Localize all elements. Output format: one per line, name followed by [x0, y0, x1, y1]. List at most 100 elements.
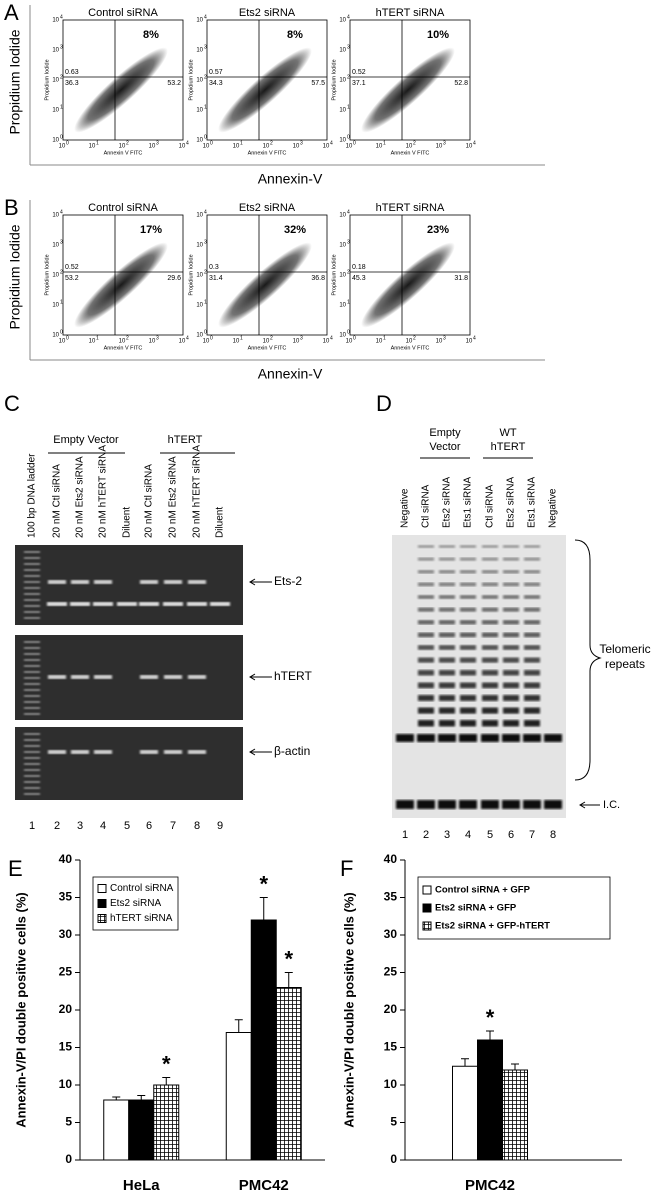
ladder-band	[24, 677, 40, 679]
ladder-band	[460, 670, 476, 676]
band-label: Ets-2	[274, 574, 302, 588]
gel-band	[48, 675, 66, 679]
gel-band	[164, 750, 182, 754]
tick-base: 10	[376, 339, 383, 345]
quadrant-value: 31.4	[209, 275, 223, 282]
event-cloud	[74, 242, 168, 328]
ladder-band	[524, 670, 540, 676]
tick-base: 10	[406, 339, 413, 345]
tick-base: 10	[149, 339, 156, 345]
lane-label: 20 nM hTERT siRNA	[98, 445, 109, 538]
group-label: hTERT	[168, 434, 203, 446]
band-label: hTERT	[274, 669, 312, 683]
event-cloud	[218, 47, 312, 133]
y-tick-label: 15	[59, 1040, 73, 1054]
x-tick-label: PMC42	[239, 1177, 289, 1194]
quadrant-percent: 10%	[427, 29, 449, 41]
ladder-band	[24, 701, 40, 703]
bracket-label: Telomeric	[599, 642, 650, 656]
plot-title: hTERT siRNA	[376, 7, 445, 19]
tick-base: 10	[466, 339, 473, 345]
ladder-band	[418, 632, 434, 638]
legend-label: hTERT siRNA	[110, 913, 173, 924]
bar	[250, 919, 277, 1161]
tick-exponent: 2	[60, 269, 63, 275]
lane-label: Ets1 siRNA	[527, 477, 538, 528]
band-label: β-actin	[274, 744, 310, 758]
bracket	[574, 539, 602, 781]
plot-title: Ets2 siRNA	[239, 7, 296, 19]
tick-exponent: 1	[240, 140, 243, 146]
tick-base: 10	[52, 243, 59, 249]
lane-number: 2	[423, 829, 429, 841]
gel-band	[140, 750, 158, 754]
ladder-band	[439, 582, 455, 587]
ic-band	[438, 800, 456, 809]
ladder-band	[524, 645, 540, 650]
ladder-band	[418, 595, 434, 599]
ladder-band	[418, 645, 434, 650]
ladder-band	[24, 581, 40, 583]
arrow	[579, 801, 600, 809]
ladder-band	[524, 557, 540, 561]
tick-exponent: 1	[347, 104, 350, 110]
significance-label: *	[259, 871, 268, 896]
tick-base: 10	[263, 144, 270, 150]
lane-number: 8	[550, 829, 556, 841]
tick-exponent: 3	[60, 44, 63, 50]
inner-y-label: Propidium Iodide	[331, 59, 337, 100]
ladder-band	[24, 781, 40, 783]
tick-base: 10	[196, 138, 203, 144]
lane-number: 5	[124, 820, 130, 832]
tick-base: 10	[52, 333, 59, 339]
tick-base: 10	[89, 144, 96, 150]
tick-base: 10	[119, 339, 126, 345]
legend-label: Ets2 siRNA + GFP-hTERT	[435, 921, 550, 932]
plot-title: hTERT siRNA	[376, 202, 445, 214]
ladder-band	[24, 695, 40, 697]
lane-label: 20 nM Ctl siRNA	[144, 464, 155, 538]
legend-label: Ets2 siRNA + GFP	[435, 903, 517, 914]
ic-label: I.C.	[603, 799, 620, 811]
tick-base: 10	[346, 144, 353, 150]
y-tick-label: 10	[59, 1077, 73, 1091]
ladder-band	[418, 707, 434, 714]
tick-base: 10	[233, 144, 240, 150]
lane-label: 20 nM Ctl siRNA	[52, 464, 63, 538]
legend-label: Ets2 siRNA	[110, 898, 161, 909]
lane-label: 100 bp DNA ladder	[27, 453, 38, 538]
ladder-band	[439, 620, 455, 625]
tick-base: 10	[436, 144, 443, 150]
y-title: Propidium Iodide	[7, 29, 23, 134]
y-tick-label: 10	[384, 1077, 398, 1091]
ladder-band	[24, 713, 40, 715]
ladder-band	[460, 545, 476, 548]
tick-base: 10	[196, 243, 203, 249]
tick-base: 10	[406, 144, 413, 150]
primer-band	[163, 602, 183, 606]
lane-label: Ets2 siRNA	[442, 477, 453, 528]
bar	[128, 1099, 155, 1161]
quadrant-value: 53.2	[167, 80, 181, 87]
tick-base: 10	[339, 138, 346, 144]
ic-band	[396, 800, 414, 809]
ladder-band	[460, 682, 476, 689]
y-tick-label: 35	[384, 890, 398, 904]
tick-exponent: 0	[204, 134, 207, 140]
primer-band	[481, 734, 499, 742]
ladder-band	[418, 545, 434, 548]
tick-base: 10	[179, 144, 186, 150]
ladder-band	[24, 659, 40, 661]
ladder-band	[24, 587, 40, 589]
primer-band	[417, 734, 435, 742]
primer-band	[47, 602, 67, 606]
tick-base: 10	[52, 78, 59, 84]
lane-label: Diluent	[215, 507, 226, 538]
tick-base: 10	[52, 273, 59, 279]
tick-base: 10	[203, 339, 210, 345]
lane-label: Ets1 siRNA	[463, 477, 474, 528]
quadrant-percent: 17%	[140, 224, 162, 236]
inner-x-label: Annexin V FITC	[104, 150, 143, 156]
tick-base: 10	[339, 48, 346, 54]
x-tick-label: HeLa	[123, 1177, 160, 1194]
